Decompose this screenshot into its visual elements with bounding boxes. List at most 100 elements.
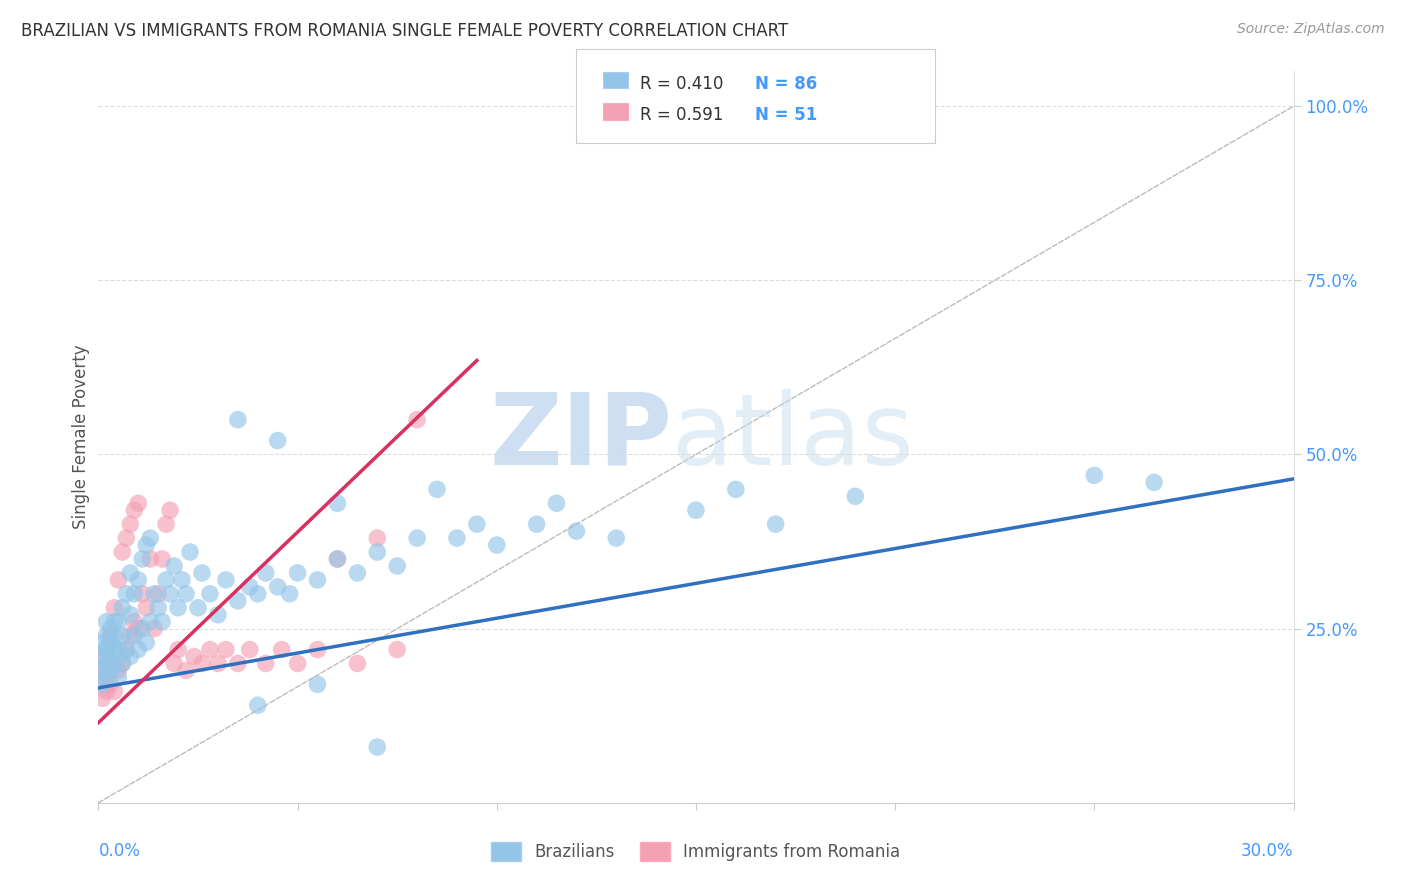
Point bbox=[148, 587, 170, 601]
Point bbox=[163, 657, 186, 671]
Point bbox=[198, 587, 221, 601]
Point bbox=[406, 412, 429, 426]
Point bbox=[546, 496, 568, 510]
Point bbox=[127, 573, 149, 587]
Point bbox=[96, 657, 118, 671]
Point bbox=[127, 642, 149, 657]
Point bbox=[207, 607, 229, 622]
Point bbox=[163, 558, 186, 573]
Point bbox=[98, 635, 122, 649]
Point bbox=[111, 600, 134, 615]
Point bbox=[135, 538, 157, 552]
Point bbox=[346, 566, 368, 580]
Point bbox=[183, 649, 205, 664]
Point bbox=[174, 664, 197, 678]
Point bbox=[254, 566, 277, 580]
Point bbox=[187, 600, 209, 615]
Point bbox=[103, 684, 125, 698]
Point bbox=[278, 587, 301, 601]
Point bbox=[267, 580, 290, 594]
Point bbox=[143, 622, 166, 636]
Point bbox=[465, 517, 488, 532]
Point bbox=[115, 642, 138, 657]
Point bbox=[96, 664, 118, 678]
Point bbox=[107, 615, 129, 629]
Point bbox=[91, 635, 114, 649]
Point bbox=[198, 642, 221, 657]
Point bbox=[385, 642, 409, 657]
Point bbox=[96, 642, 118, 657]
Point bbox=[150, 552, 173, 566]
Point bbox=[103, 615, 125, 629]
Text: N = 86: N = 86 bbox=[755, 75, 817, 93]
Point bbox=[724, 483, 747, 497]
Point bbox=[139, 552, 162, 566]
Point bbox=[191, 566, 214, 580]
Point bbox=[103, 600, 125, 615]
Point bbox=[844, 489, 866, 503]
Point bbox=[307, 677, 329, 691]
Text: Source: ZipAtlas.com: Source: ZipAtlas.com bbox=[1237, 22, 1385, 37]
Point bbox=[605, 531, 627, 545]
Point bbox=[120, 566, 142, 580]
Text: atlas: atlas bbox=[672, 389, 914, 485]
Point bbox=[215, 573, 238, 587]
Point bbox=[107, 573, 129, 587]
Point bbox=[96, 684, 118, 698]
Text: 30.0%: 30.0% bbox=[1241, 842, 1294, 860]
Point bbox=[287, 657, 309, 671]
Point bbox=[167, 642, 190, 657]
Point bbox=[159, 503, 181, 517]
Point bbox=[124, 629, 146, 643]
Point bbox=[287, 566, 309, 580]
Point bbox=[326, 552, 349, 566]
Point bbox=[115, 587, 138, 601]
Point bbox=[155, 517, 177, 532]
Point bbox=[91, 649, 114, 664]
Point bbox=[131, 587, 153, 601]
Point bbox=[765, 517, 787, 532]
Point bbox=[150, 615, 173, 629]
Point bbox=[366, 740, 388, 755]
Point bbox=[96, 629, 118, 643]
Point bbox=[107, 670, 129, 684]
Point bbox=[226, 412, 249, 426]
Point bbox=[307, 573, 329, 587]
Point bbox=[111, 629, 134, 643]
Point bbox=[1143, 475, 1166, 490]
Point bbox=[111, 657, 134, 671]
Point bbox=[155, 573, 177, 587]
Point bbox=[526, 517, 548, 532]
Point bbox=[131, 622, 153, 636]
Point bbox=[98, 649, 122, 664]
Text: N = 51: N = 51 bbox=[755, 106, 817, 124]
Point bbox=[565, 524, 588, 538]
Point bbox=[124, 503, 146, 517]
Point bbox=[366, 531, 388, 545]
Point bbox=[96, 670, 118, 684]
Legend: Brazilians, Immigrants from Romania: Brazilians, Immigrants from Romania bbox=[485, 835, 907, 868]
Point bbox=[191, 657, 214, 671]
Point bbox=[167, 600, 190, 615]
Point bbox=[446, 531, 468, 545]
Text: BRAZILIAN VS IMMIGRANTS FROM ROMANIA SINGLE FEMALE POVERTY CORRELATION CHART: BRAZILIAN VS IMMIGRANTS FROM ROMANIA SIN… bbox=[21, 22, 789, 40]
Point bbox=[131, 552, 153, 566]
Point bbox=[246, 587, 269, 601]
Point bbox=[91, 677, 114, 691]
Point bbox=[226, 657, 249, 671]
Point bbox=[139, 531, 162, 545]
Point bbox=[96, 642, 118, 657]
Point bbox=[124, 615, 146, 629]
Point bbox=[111, 657, 134, 671]
Point bbox=[239, 580, 262, 594]
Point bbox=[127, 622, 149, 636]
Point bbox=[172, 573, 194, 587]
Point bbox=[98, 657, 122, 671]
Point bbox=[226, 594, 249, 608]
Point bbox=[685, 503, 707, 517]
Point bbox=[179, 545, 201, 559]
Point bbox=[96, 615, 118, 629]
Text: 0.0%: 0.0% bbox=[98, 842, 141, 860]
Point bbox=[98, 664, 122, 678]
Point bbox=[239, 642, 262, 657]
